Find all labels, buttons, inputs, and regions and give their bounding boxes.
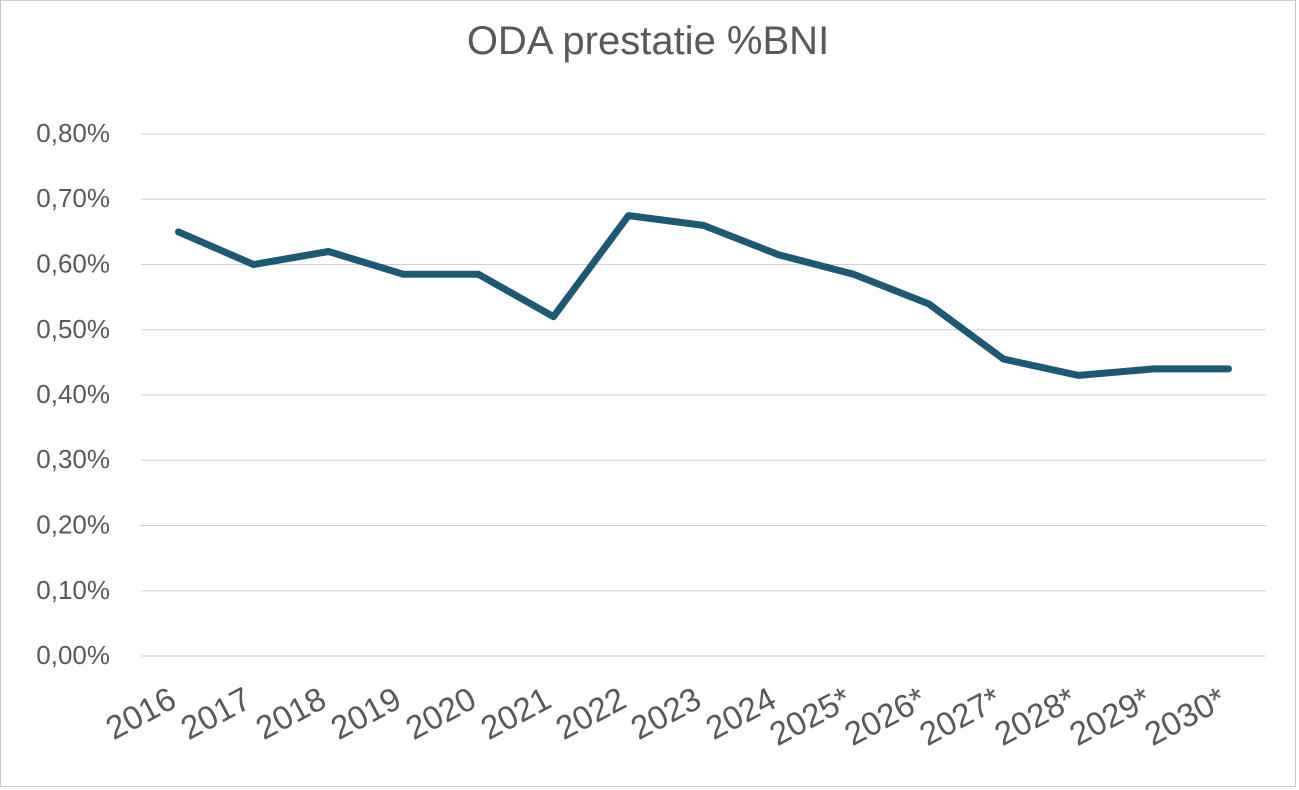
svg-text:0,50%: 0,50%	[36, 314, 110, 344]
svg-text:2028*: 2028*	[988, 679, 1082, 752]
svg-text:0,60%: 0,60%	[36, 249, 110, 279]
svg-text:2020: 2020	[400, 680, 482, 747]
svg-text:2029*: 2029*	[1063, 679, 1157, 752]
svg-text:2026*: 2026*	[838, 679, 932, 752]
svg-text:0,30%: 0,30%	[36, 444, 110, 474]
svg-text:0,20%: 0,20%	[36, 510, 110, 540]
svg-text:0,10%: 0,10%	[36, 575, 110, 605]
svg-text:2016: 2016	[100, 680, 182, 747]
svg-text:0,00%: 0,00%	[36, 640, 110, 670]
svg-text:2017: 2017	[175, 680, 257, 747]
svg-text:2023: 2023	[625, 680, 707, 747]
svg-text:0,80%: 0,80%	[36, 118, 110, 148]
svg-text:2019: 2019	[325, 680, 407, 747]
svg-text:2018: 2018	[250, 680, 332, 747]
svg-text:2024: 2024	[700, 680, 782, 747]
svg-text:0,70%: 0,70%	[36, 183, 110, 213]
svg-text:2025*: 2025*	[763, 679, 857, 752]
svg-text:2027*: 2027*	[913, 679, 1007, 752]
svg-text:2030*: 2030*	[1138, 679, 1232, 752]
svg-text:0,40%: 0,40%	[36, 379, 110, 409]
svg-text:2021: 2021	[475, 680, 557, 747]
svg-text:2022: 2022	[550, 680, 632, 747]
